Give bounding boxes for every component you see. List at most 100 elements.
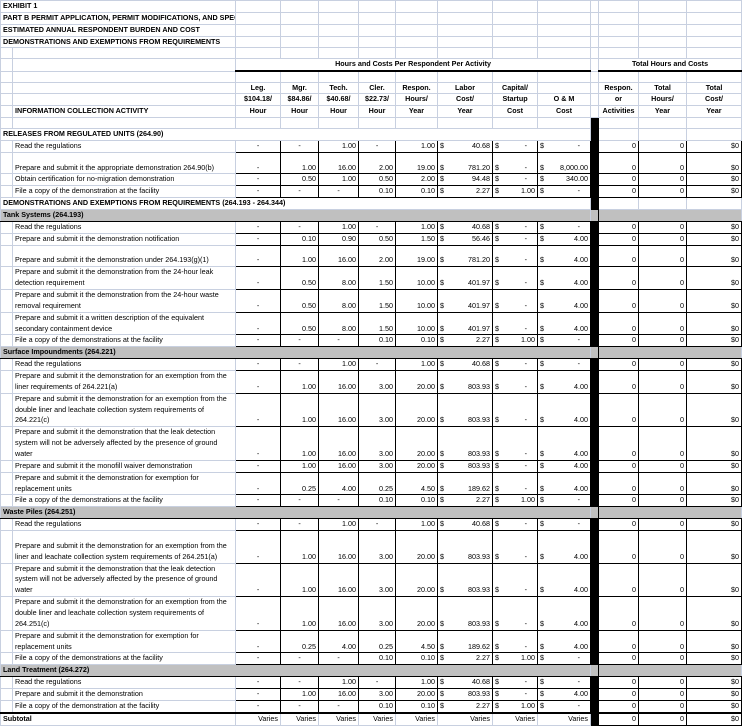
separator-bar[interactable] (590, 688, 600, 701)
value-cell[interactable]: - (280, 185, 320, 199)
separator-bar[interactable] (590, 139, 600, 153)
column-header[interactable]: Cost (537, 105, 592, 119)
value-cell[interactable]: 0.50 (358, 232, 397, 246)
cell[interactable] (0, 530, 13, 564)
value-cell[interactable]: 8.00 (318, 288, 360, 313)
value-cell[interactable]: Varies (235, 711, 282, 726)
total-cell[interactable]: 0 (598, 459, 640, 473)
total-cell[interactable]: 0 (638, 220, 688, 234)
value-cell[interactable]: - (235, 530, 282, 564)
cost-cell[interactable]: $4.00 (537, 629, 592, 654)
value-cell[interactable]: 16.00 (318, 244, 360, 268)
total-cell[interactable]: 0 (598, 530, 640, 564)
value-cell[interactable]: 0.10 (358, 494, 397, 508)
section-header[interactable]: Waste Piles (264.251) (0, 506, 592, 520)
cell[interactable] (638, 127, 688, 141)
total-cell[interactable]: 0 (638, 244, 688, 268)
cell[interactable] (686, 70, 743, 83)
total-cell[interactable]: 0 (638, 232, 688, 246)
value-cell[interactable]: 2.00 (395, 173, 439, 187)
cost-cell[interactable]: $1.00 (492, 334, 539, 348)
total-cell[interactable]: 0 (638, 596, 688, 631)
value-cell[interactable]: Varies (492, 711, 539, 726)
value-cell[interactable]: - (280, 676, 320, 690)
total-cell[interactable]: $0 (686, 652, 743, 666)
value-cell[interactable]: Varies (437, 711, 494, 726)
value-cell[interactable]: 3.00 (358, 392, 397, 428)
cell[interactable] (280, 117, 320, 129)
value-cell[interactable]: - (235, 139, 282, 153)
cost-cell[interactable]: $803.93 (437, 392, 494, 428)
value-cell[interactable]: 1.00 (318, 139, 360, 153)
cell[interactable] (318, 117, 360, 129)
separator-bar[interactable] (590, 699, 600, 714)
cost-cell[interactable]: $803.93 (437, 530, 494, 564)
cell[interactable] (537, 117, 592, 129)
value-cell[interactable]: 0.10 (395, 334, 439, 348)
cell[interactable] (0, 185, 13, 199)
column-header[interactable]: Activities (598, 105, 640, 119)
cell[interactable] (598, 664, 743, 678)
value-cell[interactable]: 1.00 (280, 370, 320, 394)
activity-label[interactable]: Prepare and submit it the demonstration … (11, 266, 237, 290)
subtotal-label[interactable]: Subtotal (0, 711, 237, 726)
value-cell[interactable]: 2.00 (358, 151, 397, 175)
cell[interactable] (590, 0, 600, 13)
value-cell[interactable]: 16.00 (318, 392, 360, 428)
value-cell[interactable]: - (280, 358, 320, 371)
column-header[interactable]: Hours/ (395, 93, 439, 107)
cell[interactable] (590, 81, 600, 95)
value-cell[interactable]: - (235, 370, 282, 394)
value-cell[interactable]: 0.50 (358, 173, 397, 187)
value-cell[interactable]: - (280, 139, 320, 153)
separator-bar[interactable] (590, 346, 600, 360)
cost-cell[interactable]: $4.00 (537, 288, 592, 313)
column-header[interactable]: Respon. (395, 81, 439, 95)
value-cell[interactable]: - (280, 652, 320, 666)
separator-bar[interactable] (590, 197, 600, 210)
cell[interactable] (0, 392, 13, 428)
cost-cell[interactable]: $803.93 (437, 426, 494, 461)
total-cell[interactable]: $0 (686, 596, 743, 631)
cell[interactable] (0, 562, 13, 598)
value-cell[interactable]: - (235, 266, 282, 290)
value-cell[interactable]: - (280, 334, 320, 348)
value-cell[interactable]: 1.00 (280, 562, 320, 598)
column-header[interactable]: $104.18/ (235, 93, 282, 107)
column-header[interactable]: Year (395, 105, 439, 119)
cost-cell[interactable]: $ - (492, 139, 539, 153)
total-cell[interactable]: 0 (638, 266, 688, 290)
value-cell[interactable]: 0.10 (358, 699, 397, 714)
value-cell[interactable]: - (235, 562, 282, 598)
column-header[interactable]: $84.86/ (280, 93, 320, 107)
value-cell[interactable]: Varies (280, 711, 320, 726)
value-cell[interactable]: Varies (537, 711, 592, 726)
cell[interactable] (537, 11, 592, 25)
total-cell[interactable]: 0 (638, 392, 688, 428)
total-cell[interactable]: 0 (598, 676, 640, 690)
cell[interactable] (638, 197, 688, 210)
total-cell[interactable]: 0 (638, 530, 688, 564)
value-cell[interactable]: 0.10 (358, 652, 397, 666)
cell[interactable] (0, 244, 13, 268)
cell[interactable] (235, 11, 282, 25)
cell[interactable] (638, 0, 688, 13)
total-cell[interactable]: $0 (686, 185, 743, 199)
total-cell[interactable]: $0 (686, 288, 743, 313)
cell[interactable] (590, 70, 600, 83)
total-cell[interactable]: $0 (686, 370, 743, 394)
value-cell[interactable]: 1.00 (280, 688, 320, 701)
value-cell[interactable]: 1.00 (280, 244, 320, 268)
cost-cell[interactable]: $56.46 (437, 232, 494, 246)
total-cell[interactable]: 0 (598, 358, 640, 371)
value-cell[interactable]: - (235, 311, 282, 336)
value-cell[interactable]: 0.10 (358, 334, 397, 348)
value-cell[interactable]: - (235, 688, 282, 701)
cell[interactable] (686, 0, 743, 13)
value-cell[interactable]: 1.00 (280, 530, 320, 564)
cost-cell[interactable]: $781.20 (437, 244, 494, 268)
cost-cell[interactable]: $40.68 (437, 676, 494, 690)
cell[interactable] (235, 117, 282, 129)
cell[interactable] (686, 23, 743, 37)
cell[interactable] (0, 459, 13, 473)
